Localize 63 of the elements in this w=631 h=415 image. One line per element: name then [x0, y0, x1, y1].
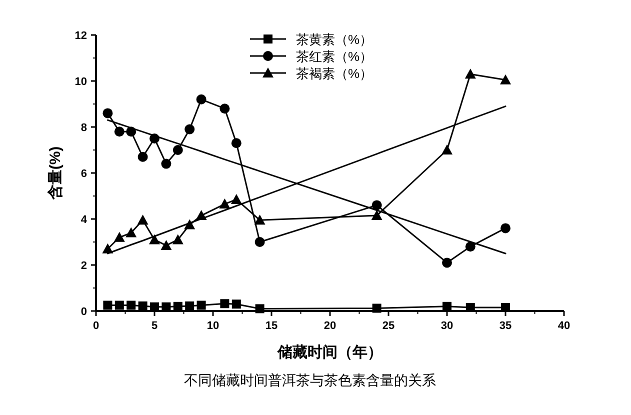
point [501, 303, 510, 312]
x-tick-label: 0 [92, 320, 100, 332]
y-tick-label: 4 [80, 214, 88, 226]
y-axis-title: 含量(%) [47, 146, 64, 201]
point [196, 300, 206, 310]
point [442, 258, 452, 268]
point [137, 214, 148, 225]
text: 不同储藏时间普洱茶与茶色素含量的关系 [184, 372, 436, 389]
point [184, 124, 195, 134]
point [231, 138, 242, 148]
point [466, 303, 475, 312]
point [255, 304, 264, 314]
point [372, 200, 382, 210]
y-tick-label: 8 [80, 122, 87, 134]
point [230, 194, 242, 204]
point [160, 240, 172, 250]
y-tick-label: 2 [80, 260, 87, 272]
point [138, 301, 148, 310]
point [185, 301, 194, 310]
point [500, 74, 511, 84]
point [173, 302, 182, 311]
legend-label: 茶黄素（%） [296, 32, 373, 47]
point [442, 144, 452, 154]
x-tick-label: 40 [558, 320, 570, 332]
point [114, 300, 124, 310]
x-tick-label: 20 [324, 320, 336, 332]
point [442, 302, 452, 311]
x-tick-label: 15 [265, 320, 278, 332]
point [254, 237, 265, 247]
point [172, 145, 183, 155]
legend-label: 茶褐素（%） [296, 66, 373, 81]
legend-label: 茶红素（%） [296, 49, 373, 64]
point [138, 152, 148, 162]
point [126, 227, 137, 238]
x-tick-label: 25 [382, 320, 395, 332]
point [161, 158, 172, 169]
point [103, 300, 112, 310]
point [220, 104, 230, 114]
x-tick-label: 10 [206, 320, 220, 332]
point [254, 214, 266, 225]
x-axis-title: 储藏时间（年） [276, 344, 382, 361]
point [184, 219, 196, 230]
x-tick-label: 30 [440, 320, 454, 332]
y-tick-label: 10 [74, 76, 87, 88]
x-tick-label: 5 [151, 320, 158, 332]
point [114, 126, 124, 137]
point [464, 68, 476, 79]
y-tick-label: 0 [80, 306, 87, 318]
point [172, 234, 184, 244]
point [126, 300, 136, 310]
point [372, 304, 382, 313]
point [220, 299, 230, 308]
y-tick-label: 6 [80, 168, 87, 180]
x-tick-label: 35 [499, 320, 512, 332]
point [232, 300, 241, 309]
point [371, 210, 382, 220]
point [219, 198, 230, 209]
point [196, 94, 206, 104]
y-tick-label: 12 [74, 30, 87, 42]
point [500, 223, 510, 234]
point [465, 242, 476, 252]
point [114, 232, 125, 242]
point [102, 108, 113, 118]
